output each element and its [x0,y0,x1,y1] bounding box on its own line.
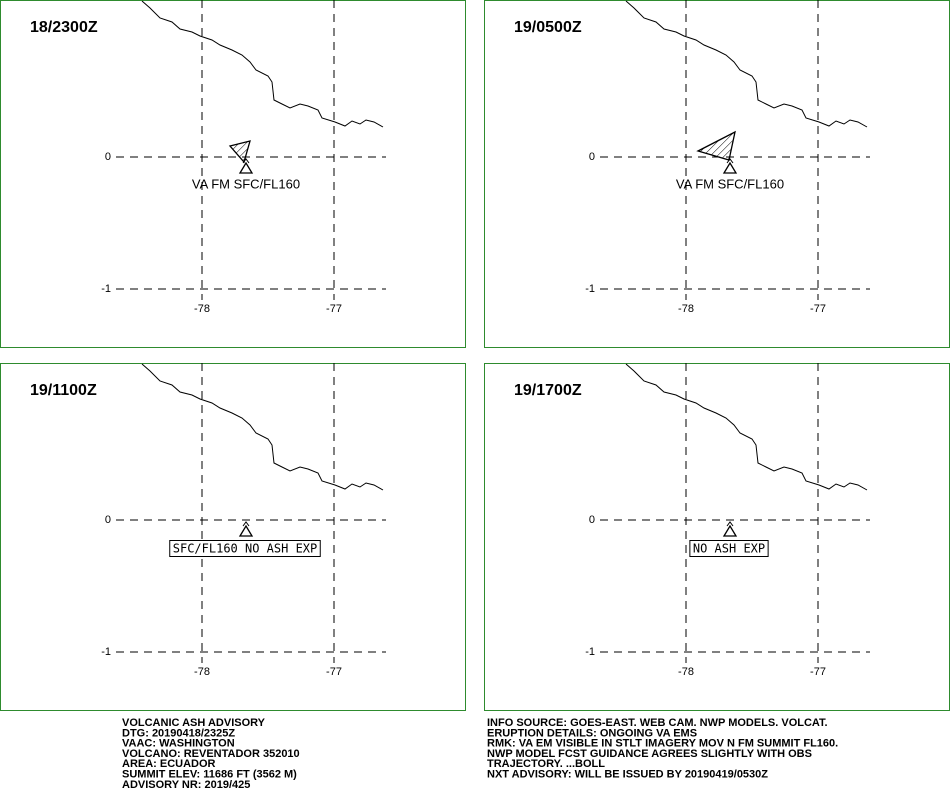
valid-time: 19/1100Z [30,382,97,399]
panel-frame [0,0,466,348]
advisory-line: NXT ADVISORY: WILL BE ISSUED BY 20190419… [487,769,768,781]
latitude-label: 0 [105,151,111,163]
advisory-line: RMK: VA EM VISIBLE IN STLT IMAGERY MOV N… [487,738,838,750]
coastline [625,0,868,128]
longitude-label: -78 [678,666,694,678]
advisory-line: SUMMIT ELEV: 11686 FT (3562 M) [122,769,297,781]
valid-time: 19/1700Z [514,382,582,399]
panel-frame [484,363,950,711]
latitude-label: -1 [101,283,111,295]
ash-area [228,140,251,164]
label-box [169,540,321,557]
volcano-symbol [723,158,737,174]
latitude-label: -1 [585,283,595,295]
ash-label: SFC/FL160 NO ASH EXP [173,542,318,556]
advisory-line: DTG: 20190418/2325Z [122,727,235,739]
ash-area [696,130,736,161]
longitude-label: -78 [678,303,694,315]
advisory-line: INFO SOURCE: GOES-EAST. WEB CAM. NWP MOD… [487,717,828,729]
longitude-label: -77 [326,303,342,315]
volcano-symbol [239,521,253,537]
label-box [689,540,769,557]
advisory-line: AREA: ECUADOR [122,758,216,770]
panel-frame [484,0,950,348]
longitude-label: -77 [326,666,342,678]
longitude-label: -78 [194,666,210,678]
advisory-line: VOLCANIC ASH ADVISORY [122,717,266,729]
latitude-label: 0 [105,514,111,526]
longitude-label: -77 [810,666,826,678]
ash-label: VA FM SFC/FL160 [192,176,300,191]
latitude-label: 0 [589,151,595,163]
advisory-line: NWP MODEL FCST GUIDANCE AGREES SLIGHTLY … [487,748,812,760]
longitude-label: -77 [810,303,826,315]
map-panel: -78 -77 0 -1 18/2300Z VA FM SFC/FL160 [0,0,466,348]
advisory-line: TRAJECTORY. ...BOLL [487,758,605,770]
coastline [141,0,384,128]
advisory-line: ERUPTION DETAILS: ONGOING VA EMS [487,727,697,739]
valid-time: 19/0500Z [514,19,582,36]
map-panel: -78 -77 0 -1 19/1700Z NO ASH EXP [484,363,950,711]
ash-label: NO ASH EXP [693,542,765,556]
coastline [141,363,384,491]
coastline [625,363,868,491]
ash-label: VA FM SFC/FL160 [676,176,784,191]
valid-time: 18/2300Z [30,19,98,36]
advisory-line: VOLCANO: REVENTADOR 352010 [122,748,300,760]
panel-frame [0,363,466,711]
volcano-symbol [723,521,737,537]
advisory-line: VAAC: WASHINGTON [122,738,235,750]
latitude-label: -1 [585,646,595,658]
latitude-label: -1 [101,646,111,658]
volcano-symbol [239,158,253,174]
map-panel: -78 -77 0 -1 19/0500Z VA FM SFC/FL160 [484,0,950,348]
map-panel: -78 -77 0 -1 19/1100Z SFC/FL160 NO ASH EXP [0,363,466,711]
longitude-label: -78 [194,303,210,315]
advisory-line: ADVISORY NR: 2019/425 [122,779,250,791]
latitude-label: 0 [589,514,595,526]
